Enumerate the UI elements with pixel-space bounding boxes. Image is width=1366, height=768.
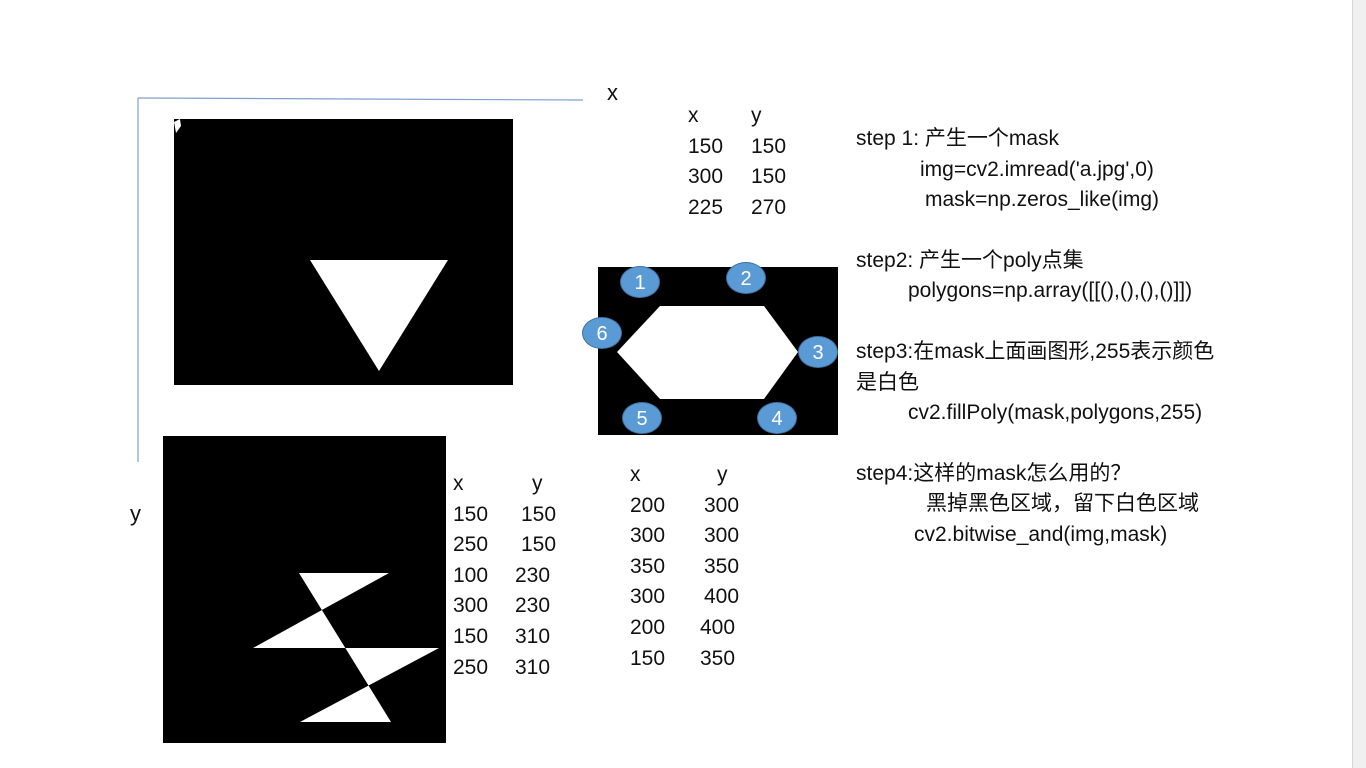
hexagon-point-badge: 6 — [582, 317, 622, 349]
triangle-mask-panel — [174, 119, 513, 385]
triangle-shape — [174, 119, 448, 371]
table-row: 250 310 — [453, 655, 551, 679]
step2-title: step2: 产生一个poly点集 — [856, 248, 1084, 272]
table-row: 150 150 — [688, 134, 787, 158]
table-row: 300 150 — [688, 165, 787, 189]
zigzag-shape — [253, 573, 439, 722]
table-row: 225 270 — [688, 195, 787, 219]
step1-code-line: img=cv2.imread('a.jpg',0) — [920, 157, 1154, 181]
hexagon-points-table: x y 200 300 300 300 350 350 300 400 200 400 15… — [630, 460, 739, 674]
hexagon-point-badge: 5 — [622, 402, 662, 434]
step2-code-line: polygons=np.array([[(),(),(),()]]) — [908, 279, 1193, 303]
hexagon-point-badge: 3 — [798, 336, 838, 368]
table-header-x: x — [453, 472, 464, 495]
table-row: 150 310 — [453, 624, 551, 648]
table-header-y: y — [532, 472, 543, 495]
table-row: 150 350 — [630, 646, 736, 670]
hexagon-shape — [617, 306, 798, 399]
step4-description: 黑掉黑色区域，留下白色区域 — [926, 492, 1199, 516]
step3-code-line: cv2.fillPoly(mask,polygons,255) — [908, 401, 1203, 425]
zigzag-mask-panel — [163, 436, 446, 743]
table-row: 300 400 — [630, 585, 740, 609]
triangle-points-table: x y 150 150 300 150 225 270 — [688, 101, 786, 223]
step1-code-line: mask=np.zeros_like(img) — [925, 188, 1159, 212]
table-header-x: x — [630, 463, 641, 486]
table-header-x: x — [688, 104, 699, 127]
table-row: 300 230 — [453, 594, 551, 618]
y-axis-label: y — [130, 501, 141, 526]
table-row: 350 350 — [630, 554, 740, 578]
zigzag-points-table: x y 150 150 250 150 100 230 300 230 150 310 25… — [453, 469, 556, 683]
hexagon-point-badge: 1 — [620, 266, 660, 298]
x-axis-line — [137, 97, 584, 101]
table-row: 100 230 — [453, 563, 551, 587]
step4-title: step4:这样的mask怎么用的？ — [856, 461, 1132, 485]
step3-title: step3:在mask上面画图形,255表示颜色是白色 — [856, 339, 1215, 394]
hexagon-point-badge: 4 — [757, 402, 797, 434]
table-row: 300 300 — [630, 524, 740, 548]
steps-text: step 1: 产生一个mask img=cv2.imread('a.jpg',… — [856, 124, 1246, 551]
table-header-y: y — [717, 463, 728, 486]
table-header-y: y — [751, 104, 762, 127]
table-row: 250 150 — [453, 533, 557, 557]
hexagon-point-badge: 2 — [726, 262, 766, 294]
right-edge-scrollbar[interactable] — [1352, 0, 1366, 768]
step4-code-line: cv2.bitwise_and(img,mask) — [914, 522, 1168, 546]
table-row: 200 400 — [630, 615, 736, 639]
step1-title: step 1: 产生一个mask — [856, 127, 1060, 150]
x-axis-label: x — [607, 80, 618, 105]
table-row: 150 150 — [453, 502, 557, 526]
table-row: 200 300 — [630, 493, 740, 517]
